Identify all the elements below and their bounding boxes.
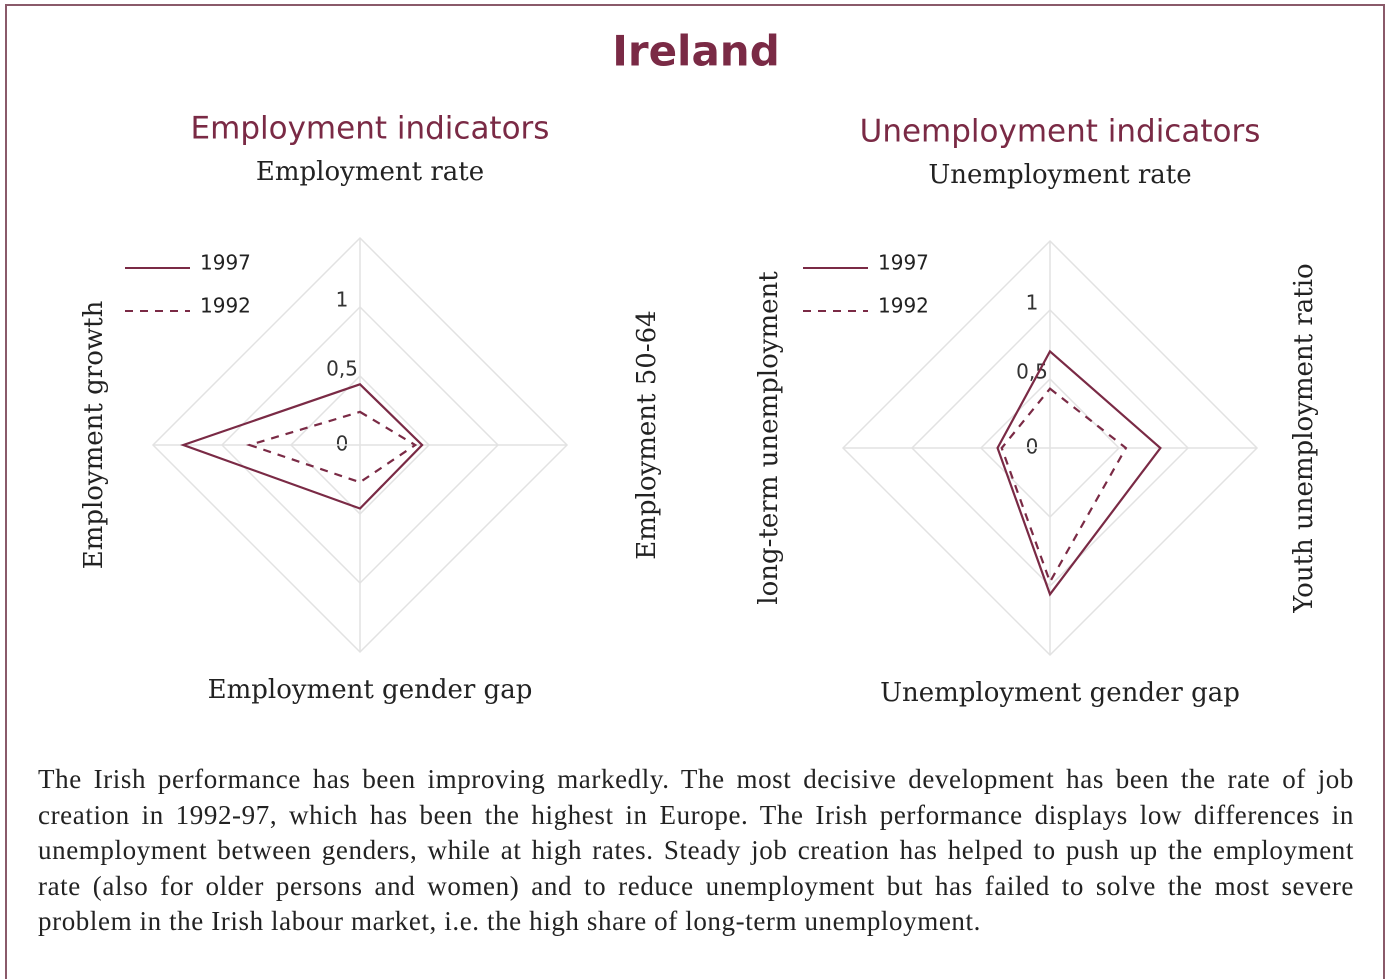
r-tick-label: 1 (1026, 291, 1039, 315)
series-polygon (180, 383, 424, 510)
axis-label: long-term unemployment (754, 271, 784, 605)
legend-label: 1992 (878, 294, 929, 318)
legend-label: 1997 (878, 251, 929, 275)
page-title: Ireland (612, 27, 780, 76)
legend-label: 1997 (200, 251, 251, 275)
axis-label: Employment growth (79, 300, 109, 569)
axis-label: Employment gender gap (208, 675, 533, 705)
axis-label: Youth unemployment ratio (1289, 263, 1319, 613)
series-polygon (1000, 387, 1128, 585)
r-tick-label: 1 (336, 288, 349, 312)
r-tick-label: 0 (336, 432, 349, 456)
axis-label: Employment rate (256, 157, 484, 187)
axis-label: Unemployment rate (928, 160, 1191, 190)
frame (5, 4, 1385, 979)
description: The Irish performance has been improving… (38, 764, 1354, 936)
chart-title: Unemployment indicators (860, 114, 1261, 150)
chart-title: Employment indicators (191, 111, 550, 147)
legend-label: 1992 (200, 294, 251, 318)
r-tick-label: 0 (1026, 435, 1039, 459)
axis-label: Unemployment gender gap (880, 678, 1240, 708)
series-polygon (996, 349, 1162, 597)
axis-label: Employment 50-64 (632, 310, 662, 559)
series-polygon (245, 410, 418, 484)
r-tick-label: 0,5 (326, 357, 358, 381)
